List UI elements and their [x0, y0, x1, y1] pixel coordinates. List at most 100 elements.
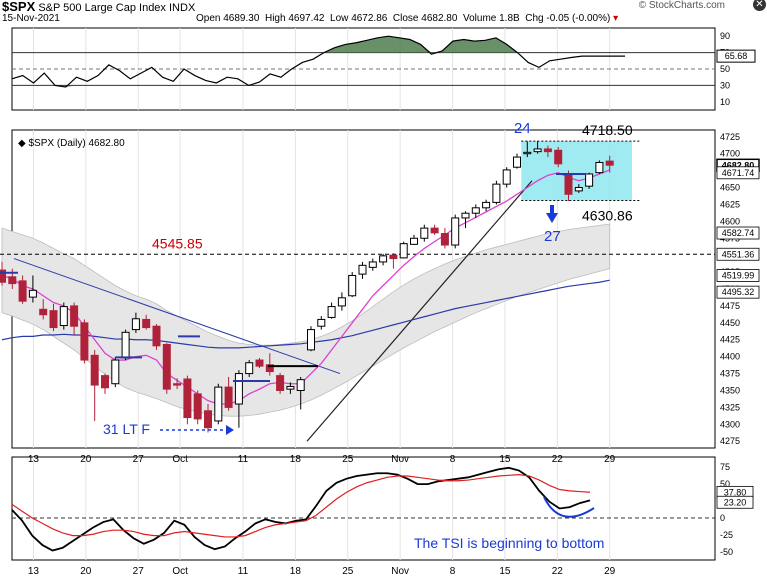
watermark: © StockCharts.com — [638, 0, 725, 11]
x-tick-label-bottom: 13 — [28, 566, 40, 577]
candle-body — [368, 261, 377, 268]
rsi-oversold-fill — [12, 85, 625, 88]
range-high-label: 4718.50 — [582, 122, 633, 138]
right-arrow-icon — [226, 425, 234, 435]
candle-body — [214, 386, 223, 422]
candle-body — [502, 169, 511, 185]
downtrend-line — [13, 258, 341, 375]
candle-body — [101, 375, 109, 389]
x-tick-label: Nov — [391, 454, 409, 465]
candle-body — [286, 385, 295, 390]
candle-body — [255, 359, 264, 367]
low-label: Low — [330, 13, 349, 24]
panel-frame-3 — [11, 456, 716, 561]
price-tick-label: 4300 — [720, 419, 740, 429]
ma-long-line — [1, 279, 610, 349]
bottom-arc — [543, 496, 595, 518]
candle-body — [564, 173, 573, 195]
close-value: 4682.80 — [421, 13, 458, 24]
candle-body — [420, 227, 429, 239]
candle-body — [461, 212, 470, 219]
price-tick-label: 4450 — [720, 318, 740, 328]
chart-date: 15-Nov-2021 — [2, 13, 60, 24]
cycle-count-top: 24 — [514, 120, 531, 137]
open-label: Open — [196, 13, 221, 24]
candle-body — [471, 207, 480, 214]
low-value: 4672.86 — [351, 13, 388, 24]
price-legend: ◆ $SPX (Daily) 4682.80 — [18, 138, 125, 149]
candle-body — [605, 160, 614, 166]
tsi-tick-label: -50 — [720, 547, 733, 557]
volume-label: Volume — [462, 13, 497, 24]
x-tick-label-bottom: 11 — [238, 566, 249, 577]
x-tick-label: 8 — [450, 454, 456, 465]
tsi-line-red — [11, 474, 591, 538]
x-tick-label-bottom: 22 — [552, 566, 564, 577]
x-tick-label: 27 — [133, 454, 145, 465]
candle-body — [399, 243, 408, 259]
chg-label: Chg — [525, 13, 544, 24]
price-label-value: 4551.36 — [722, 249, 755, 259]
candle-body — [204, 410, 212, 429]
price-label-value: 4495.32 — [722, 287, 755, 297]
x-tick-label: 29 — [604, 454, 616, 465]
candle-body — [379, 255, 388, 263]
price-label-value: 4582.74 — [722, 228, 755, 238]
resistance-label: 4545.85 — [152, 235, 203, 251]
candle-body — [245, 362, 254, 375]
candle-body — [554, 149, 563, 165]
tsi-tick-label: 50 — [720, 479, 730, 489]
candle-body — [533, 148, 542, 153]
price-tick-label: 4275 — [720, 436, 740, 446]
candle-body — [276, 375, 285, 391]
candle-body — [265, 364, 274, 373]
cycle-count-bottom: 27 — [544, 228, 561, 245]
tsi-tick-label: 75 — [720, 462, 730, 472]
candle-body — [152, 325, 161, 347]
x-tick-label-bottom: 8 — [450, 566, 456, 577]
candle-body — [595, 161, 604, 174]
candle-body — [142, 318, 151, 329]
ma-short-line — [1, 169, 610, 405]
price-label-box — [716, 285, 760, 299]
high-value: 4697.42 — [288, 13, 325, 24]
candle-body — [111, 359, 120, 385]
candle-body — [543, 148, 552, 153]
price-tick-label: 4600 — [720, 216, 740, 226]
rsi-tick-label: 90 — [720, 31, 730, 41]
candle-body — [28, 289, 37, 298]
candle-body — [585, 173, 594, 187]
price-tick-label: 4375 — [720, 369, 740, 379]
candle-body — [348, 274, 357, 297]
open-value: 4689.30 — [223, 13, 260, 24]
chart-header-line1: $SPX S&P 500 Large Cap Index INDX — [2, 0, 195, 14]
tsi-tick-label: -25 — [720, 530, 733, 540]
x-tick-label: 25 — [342, 454, 354, 465]
price-label-box — [716, 269, 760, 282]
cycle-low-label: 31 LT F — [103, 421, 150, 437]
tsi-line-black — [11, 466, 591, 552]
tsi-tick-label: 0 — [720, 513, 725, 523]
price-tick-label: 4625 — [720, 199, 740, 209]
candle-body — [327, 306, 336, 318]
rsi-tick-label: 30 — [720, 80, 730, 90]
candle-body — [317, 318, 326, 327]
price-tick-label: 4325 — [720, 402, 740, 412]
price-label-box — [716, 166, 760, 180]
candle-body — [0, 269, 6, 283]
x-tick-label-bottom: Nov — [391, 566, 409, 577]
candle-body — [18, 280, 27, 302]
candle-body — [173, 383, 182, 386]
range-low-label: 4630.86 — [582, 207, 633, 223]
price-label-value: 4519.99 — [722, 270, 755, 280]
price-tick-label: 4475 — [720, 301, 740, 311]
x-tick-label-bottom: 15 — [499, 566, 511, 577]
settings-icon[interactable]: ✕ — [753, 0, 766, 11]
tsi-last-value: 23.20 — [724, 497, 747, 507]
candle-body — [296, 379, 305, 391]
candle-body — [410, 237, 418, 245]
volume-value: 1.8B — [499, 13, 520, 24]
candle-body — [430, 227, 439, 234]
index-name: S&P 500 Large Cap Index — [38, 2, 166, 14]
candle-body — [337, 297, 346, 307]
